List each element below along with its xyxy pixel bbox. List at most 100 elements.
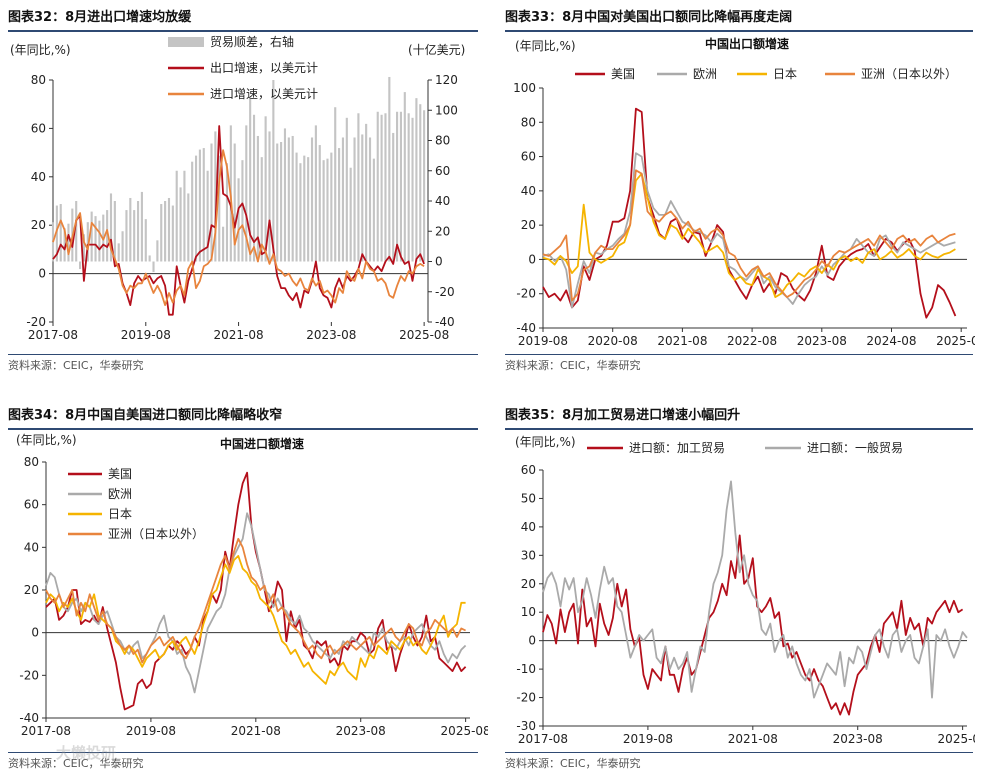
legend-label: 日本 [773,67,797,81]
y-tick-label: -40 [516,321,536,335]
y-tick-label: 10 [521,605,536,619]
bar-trade-surplus [187,193,190,262]
bar-trade-surplus [419,104,422,262]
bar-trade-surplus [183,170,186,262]
panel-chart-32: 图表32：8月进出口增速均放缓 -20 0 20 40 60 80 (年同比,%) -40 -2… [8,6,488,376]
x-tick-label: 2022-08 [727,334,777,348]
bar-trade-surplus [206,170,209,262]
x-tick-label: 2025-08 [399,328,449,342]
y-right-tick-label: 120 [435,73,458,87]
bar-trade-surplus [136,201,140,262]
bar-trade-surplus [249,98,252,262]
x-tick-label: 2023-08 [833,732,883,746]
y-tick-label: 20 [521,577,536,591]
bar-trade-surplus [144,219,147,262]
legend-label: 美国 [611,67,635,81]
y-tick-label: 60 [31,121,46,135]
y-tick-label: 40 [521,520,536,534]
bar-trade-surplus [245,125,248,262]
legend-swatch [168,37,204,47]
bar-trade-surplus [78,261,82,270]
y-tick-label: 50 [521,491,536,505]
y-tick-label: 30 [521,548,536,562]
y-right-tick-label: 60 [435,164,450,178]
bar-trade-surplus [403,92,406,262]
bar-trade-surplus [303,155,306,262]
y-tick-label: -20 [26,315,46,329]
y-axis-right-label: (十亿美元) [408,42,465,57]
panel-title: 图表34：8月中国自美国进口额同比降幅略收窄 [8,408,283,423]
legend-label: 美国 [108,467,132,481]
y-tick-label: 40 [31,170,46,184]
series-line-1 [542,107,957,319]
bar-trade-surplus [233,143,236,262]
legend-label: 贸易顺差，右轴 [210,34,294,49]
bar-trade-surplus [365,123,368,262]
legend-label: 欧洲 [108,487,132,501]
y-right-tick-label: -20 [435,285,455,299]
bar-trade-surplus [276,143,279,262]
y-tick-label: 20 [521,218,536,232]
bar-trade-surplus [345,117,348,262]
title-rule [8,428,478,430]
series-line-4 [542,169,956,302]
y-tick-label: -20 [516,287,536,301]
x-tick-label: 2025-08 [936,334,975,348]
panel-chart-35: 图表35：8月加工贸易进口增速小幅回升 -30 -20 -10 0 10 20 30 40 50… [505,404,975,774]
x-tick-label: 2020-08 [588,334,638,348]
bar-trade-surplus [179,187,182,262]
series-line-2 [542,152,956,309]
x-tick-label: 2023-08 [336,724,386,738]
title-rule [8,30,478,32]
bar-trade-surplus [318,145,321,262]
bar-trade-surplus [361,134,364,262]
panel-title: 图表35：8月加工贸易进口增速小幅回升 [505,408,741,423]
bar-trade-surplus [388,76,391,262]
bar-trade-surplus [349,167,352,262]
bar-trade-surplus [75,201,78,262]
bar-trade-surplus [202,148,205,262]
legend-label: 亚洲（日本以外） [108,527,204,541]
y-tick-label: 60 [521,150,536,164]
chart-33: -40 -20 0 20 40 60 80 100 (年同比,%) 2019-08 2020-08 2… [513,36,975,348]
x-tick-label: 2025-08 [441,724,488,738]
bar-trade-surplus [330,152,333,262]
y-tick-label: -20 [19,668,39,682]
bar-trade-surplus [407,113,410,262]
y-axis-label: (年同比,%) [10,43,71,57]
legend-label: 日本 [108,507,132,521]
bar-trade-surplus [171,205,174,262]
legend-label: 欧洲 [693,67,717,81]
source-rule [8,354,478,355]
source-note: 资料来源：CEIC，华泰研究 [505,757,641,770]
y-axis-label: (年同比,%) [16,433,77,447]
bar-trade-surplus [380,114,383,262]
bar-trade-surplus [264,116,267,262]
y-tick-label: 40 [521,184,536,198]
y-tick-label: 80 [24,455,39,469]
bar-trade-surplus [287,137,290,262]
bar-trade-surplus [55,205,58,262]
chart-subtitle: 中国出口额增速 [705,36,789,51]
y-tick-label: 20 [24,583,39,597]
y-tick-label: 0 [528,634,536,648]
bar-trade-surplus [94,216,97,262]
bar-trade-surplus [106,210,109,262]
x-tick-label: 2017-08 [28,328,78,342]
source-note: 资料来源：CEIC，华泰研究 [8,757,144,770]
bar-trade-surplus [198,149,201,262]
bar-trade-surplus [299,163,302,262]
bar-trade-surplus [415,98,418,262]
bar-trade-surplus [167,197,171,262]
bar-trade-surplus [218,155,221,262]
source-note: 资料来源：CEIC，华泰研究 [505,359,641,372]
y-tick-label: 0 [38,267,46,281]
bar-trade-surplus [109,193,113,262]
bar-trade-surplus [67,223,70,262]
chart-35: -30 -20 -10 0 10 20 30 40 50 60 (年同比,%) 2017-08 2019… [515,435,975,746]
panel-chart-34: 图表34：8月中国自美国进口额同比降幅略收窄 -40 -20 0 20 40 60 80 (年… [8,404,488,774]
bar-trade-surplus [214,131,217,262]
y-tick-label: -10 [516,662,536,676]
bar-trade-surplus [326,158,329,262]
bar-trade-surplus [392,132,395,262]
